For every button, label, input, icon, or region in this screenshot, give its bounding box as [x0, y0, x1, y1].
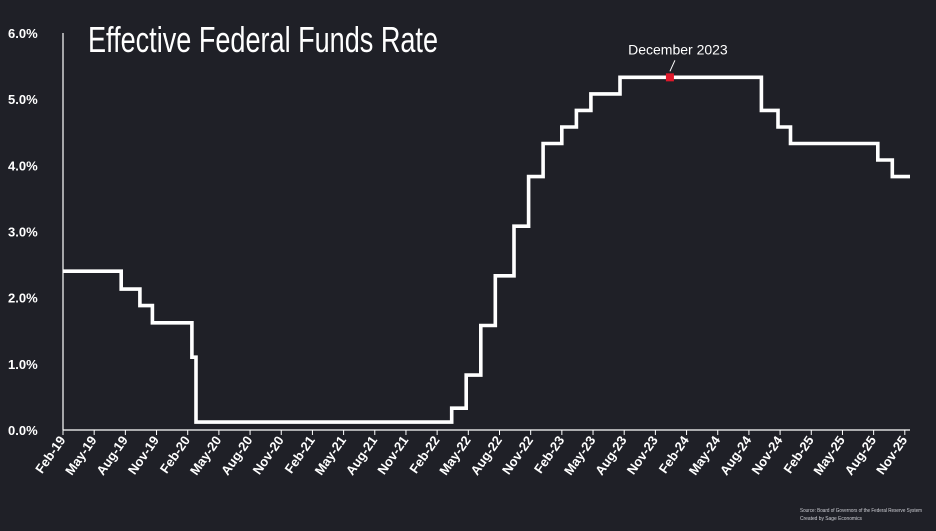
credit-note: Created by Sage Economics	[800, 516, 862, 522]
series-line	[63, 75, 910, 424]
series-group	[63, 75, 910, 424]
annotation-label: December 2023	[628, 41, 728, 57]
annotation-marker	[665, 73, 674, 82]
annotation-group: December 2023	[628, 41, 728, 82]
y-tick-label: 3.0%	[8, 225, 38, 240]
y-tick-label: 2.0%	[8, 291, 38, 306]
y-tick-label: 1.0%	[8, 357, 38, 372]
y-axis: 0.0% 1.0% 2.0% 3.0% 4.0% 5.0% 6.0%	[8, 26, 64, 438]
y-tick-label: 0.0%	[8, 423, 38, 438]
annotation-leader-line	[669, 60, 676, 72]
source-note: Source: Board of Governors of the Federa…	[800, 508, 922, 514]
y-tick-label: 4.0%	[8, 158, 38, 173]
y-tick-label: 5.0%	[8, 92, 38, 107]
chart-title: Effective Federal Funds Rate	[88, 19, 438, 60]
y-tick-label: 6.0%	[8, 26, 38, 41]
